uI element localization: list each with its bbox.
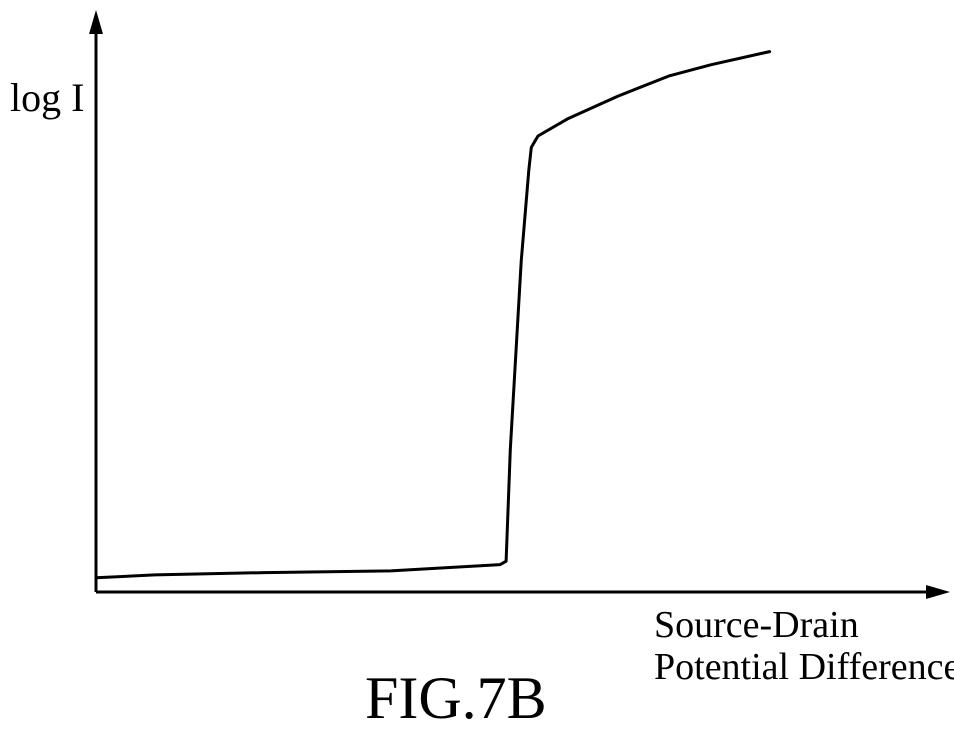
y-axis-arrowhead <box>89 10 103 34</box>
line-chart <box>0 0 954 692</box>
series-line-1 <box>96 52 770 578</box>
x-axis-label-line-1: Source-Drain <box>654 606 859 644</box>
y-axis-label: log I <box>10 78 84 118</box>
plot-area <box>96 52 770 578</box>
figure-caption: FIG.7B <box>365 668 547 728</box>
x-axis-arrowhead <box>926 585 950 599</box>
x-axis-label-line-2: Potential Difference <box>654 648 954 686</box>
